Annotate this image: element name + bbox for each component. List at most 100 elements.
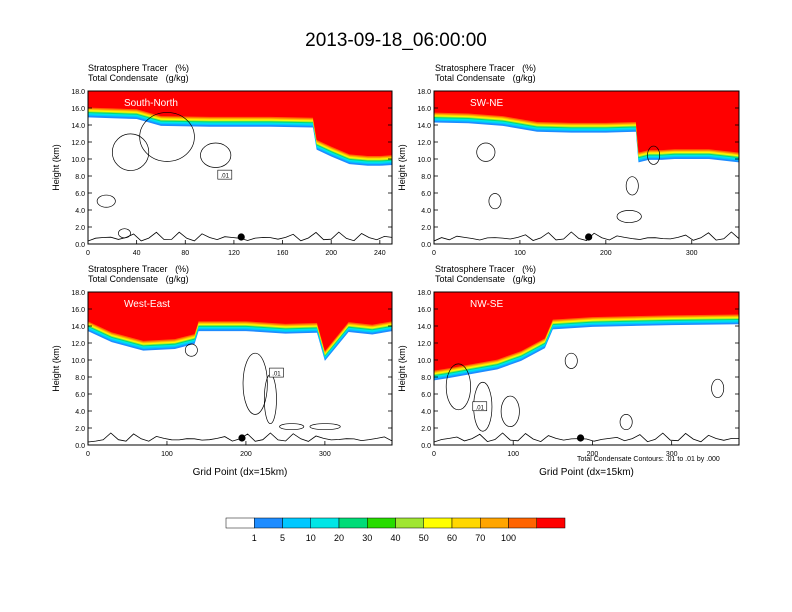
- condensate-contour: [625, 176, 639, 196]
- y-tick-label: 4.0: [75, 409, 85, 416]
- y-tick-label: 2.0: [421, 225, 431, 232]
- y-tick-label: 16.0: [417, 106, 431, 113]
- condensate-contour: [647, 145, 661, 165]
- y-tick-label: 4.0: [421, 409, 431, 416]
- y-tick-label: 12.0: [71, 140, 85, 147]
- y-tick-label: 8.0: [421, 375, 431, 382]
- x-tick-label: 100: [514, 250, 526, 257]
- y-tick-label: 6.0: [421, 392, 431, 399]
- header-tracer-unit: (%): [175, 63, 190, 73]
- header-tracer-label: Stratosphere Tracer: [88, 63, 168, 73]
- location-marker: [576, 434, 585, 442]
- panel-name: South-North: [124, 98, 178, 109]
- colorbar-label: 60: [447, 533, 457, 543]
- contour-label-box: [269, 367, 284, 378]
- x-tick-label: 100: [161, 451, 173, 458]
- condensate-contour: [96, 194, 116, 208]
- y-tick-label: 12.0: [71, 341, 85, 348]
- colorbar-label: 40: [390, 533, 400, 543]
- colorbar-swatch: [395, 517, 424, 529]
- y-tick-label: 6.0: [421, 191, 431, 198]
- contour-label: .01: [221, 174, 230, 180]
- y-tick-label: 14.0: [71, 123, 85, 130]
- colorbar-label: 1: [252, 533, 257, 543]
- tracer-core: [88, 91, 392, 157]
- y-tick-label: 8.0: [75, 375, 85, 382]
- header-tracer-unit: (%): [175, 264, 190, 274]
- x-tick-label: 0: [432, 451, 436, 458]
- x-tick-label: 200: [587, 451, 599, 458]
- header-tracer-label: Stratosphere Tracer: [88, 264, 168, 274]
- colorbar-label: 10: [306, 533, 316, 543]
- x-tick-label: 40: [133, 250, 141, 257]
- colorbar-swatch: [423, 517, 453, 529]
- x-tick-label: 240: [374, 250, 386, 257]
- contour-label-box: [472, 401, 488, 412]
- colorbar-label: 20: [334, 533, 344, 543]
- y-axis-label: Height (km): [397, 144, 407, 191]
- y-tick-label: 2.0: [75, 225, 85, 232]
- y-tick-label: 6.0: [75, 392, 85, 399]
- x-axis-label: Grid Point (dx=15km): [539, 467, 634, 478]
- colorbar-swatch: [480, 517, 509, 529]
- header-condensate-label: Total Condensate: [88, 274, 159, 284]
- header-tracer-label: Stratosphere Tracer: [435, 264, 515, 274]
- x-tick-label: 0: [86, 250, 90, 257]
- tracer-field: [88, 292, 392, 445]
- condensate-contour: [500, 395, 520, 427]
- header-condensate-label: Total Condensate: [435, 73, 506, 83]
- condensate-contour: [711, 378, 725, 398]
- y-tick-label: 18.0: [71, 89, 85, 96]
- colorbar-swatch: [536, 517, 566, 529]
- header-condensate-label: Total Condensate: [88, 73, 159, 83]
- panel-1: .01 South-North 0.0 2.0 4.0 6.0 8.0 10.0 12.0 14.…: [51, 89, 393, 257]
- condensate-contour: [619, 414, 633, 431]
- condensate-contour: [445, 363, 471, 411]
- x-tick-label: 0: [86, 451, 90, 458]
- x-tick-label: 80: [181, 250, 189, 257]
- condensate-contour: [309, 423, 341, 431]
- terrain-line: [434, 432, 739, 443]
- y-tick-label: 10.0: [417, 157, 431, 164]
- y-tick-label: 4.0: [421, 208, 431, 215]
- contour-footnote: Total Condensate Contours: .01 to .01 by…: [577, 456, 720, 463]
- colorbar-swatch: [310, 517, 340, 529]
- x-tick-label: 0: [432, 250, 436, 257]
- y-tick-label: 14.0: [71, 324, 85, 331]
- x-tick-label: 120: [228, 250, 240, 257]
- colorbar-swatch: [254, 517, 283, 529]
- tracer-core: [88, 292, 392, 352]
- tracer-field: [434, 91, 739, 244]
- colorbar-swatch: [367, 517, 396, 529]
- condensate-contour: [279, 423, 305, 431]
- y-tick-label: 4.0: [75, 208, 85, 215]
- y-tick-label: 6.0: [75, 191, 85, 198]
- panel-name: West-East: [124, 299, 170, 310]
- x-tick-label: 200: [600, 250, 612, 257]
- y-tick-label: 10.0: [71, 358, 85, 365]
- tracer-field: [434, 292, 739, 445]
- panel-header-4: Stratosphere Tracer (%) Total Condensate…: [435, 264, 536, 284]
- condensate-contour: [616, 209, 642, 223]
- panel-3: .01 West-East 0.0 2.0 4.0 6.0 8.0 10.0 12.0 14.0 1…: [51, 290, 393, 478]
- y-tick-label: 16.0: [71, 307, 85, 314]
- plot-frame: [433, 90, 740, 245]
- colorbar-swatch: [338, 517, 368, 529]
- header-condensate-unit: (g/kg): [512, 274, 536, 284]
- y-tick-label: 18.0: [71, 290, 85, 297]
- header-tracer-unit: (%): [522, 264, 537, 274]
- x-tick-label: 300: [686, 250, 698, 257]
- condensate-contour: [488, 193, 502, 210]
- y-tick-label: 8.0: [75, 174, 85, 181]
- y-axis-label: Height (km): [51, 345, 61, 392]
- colorbar-swatch: [282, 517, 311, 529]
- header-tracer-unit: (%): [522, 63, 537, 73]
- y-tick-label: 8.0: [421, 174, 431, 181]
- y-tick-label: 16.0: [71, 106, 85, 113]
- x-tick-label: 200: [240, 451, 252, 458]
- location-marker: [585, 233, 593, 241]
- colorbar-label: 100: [501, 533, 516, 543]
- condensate-contour: [564, 352, 578, 369]
- y-axis-label: Height (km): [397, 345, 407, 392]
